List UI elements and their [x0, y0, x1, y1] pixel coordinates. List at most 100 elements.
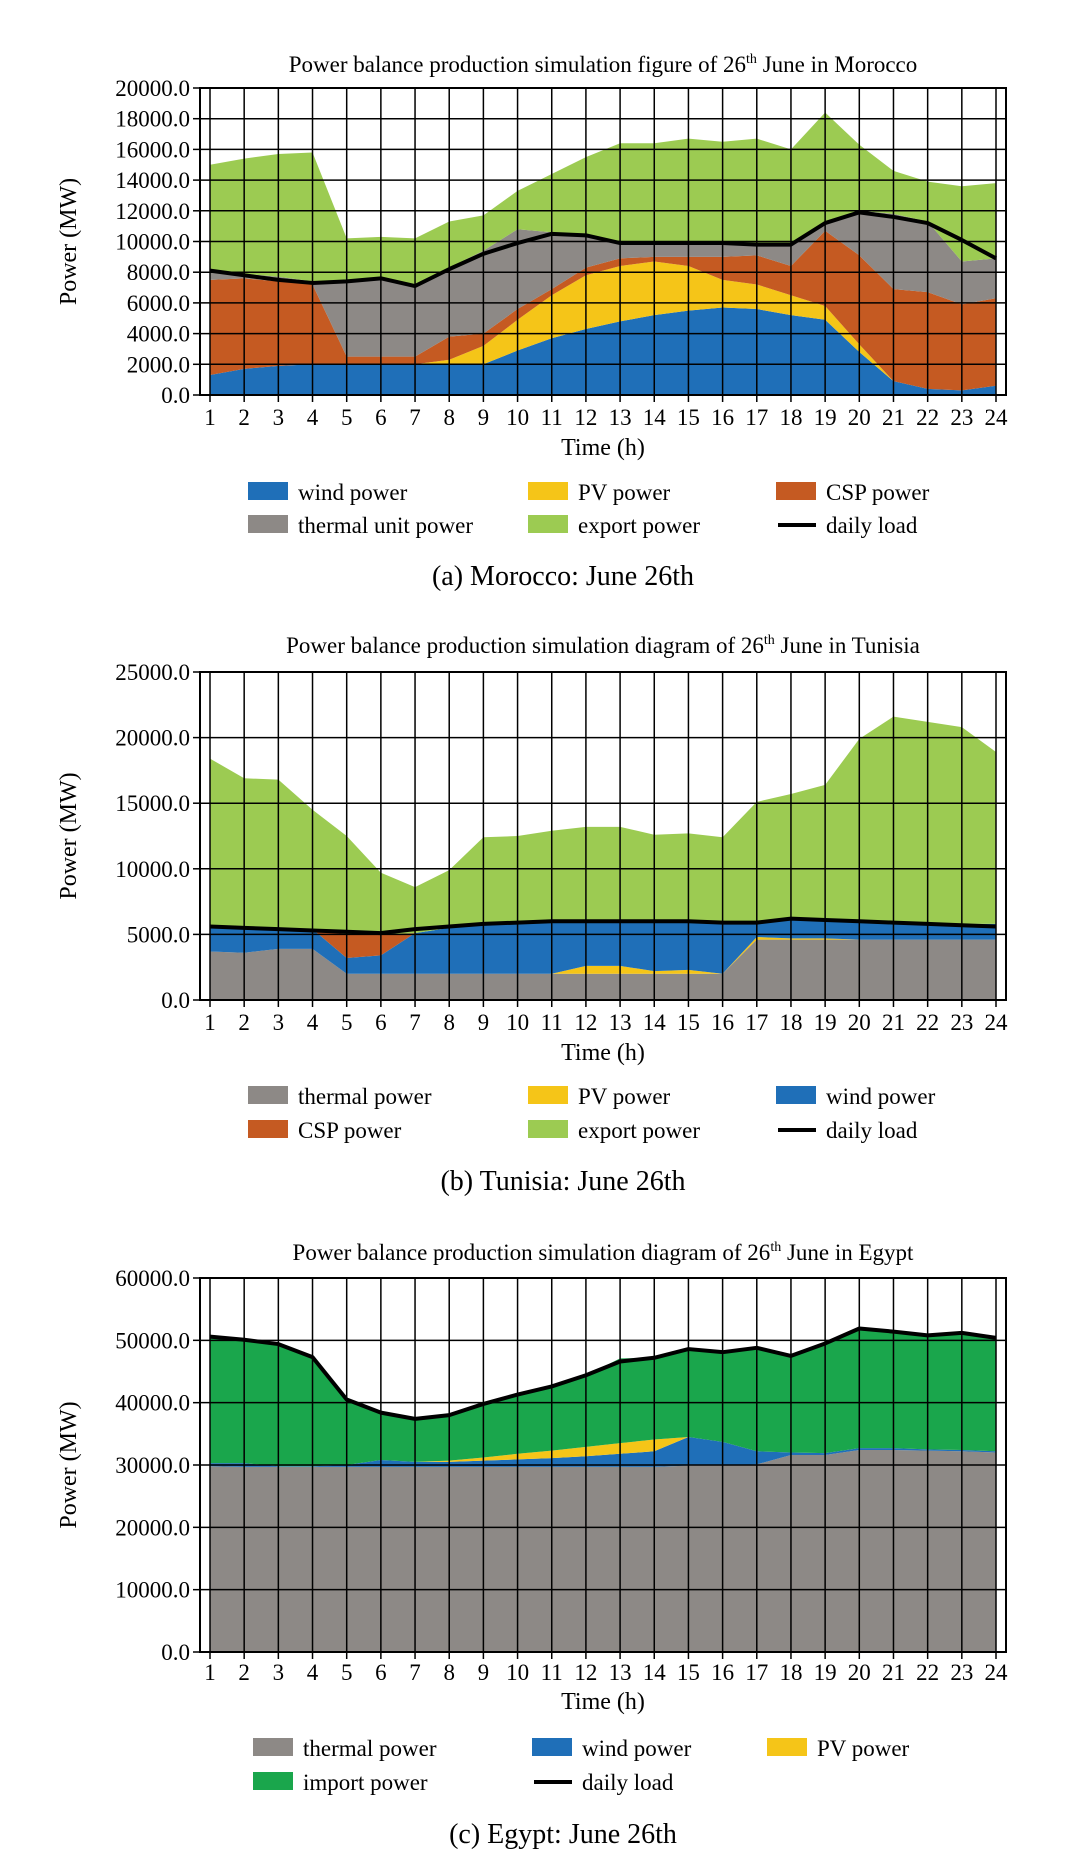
x-tick-label: 17 — [745, 1660, 768, 1685]
area-wind-power — [210, 307, 996, 395]
area-export-power — [210, 112, 996, 288]
x-tick-label: 8 — [443, 1010, 455, 1035]
x-tick-label: 4 — [307, 405, 319, 430]
x-tick-label: 19 — [814, 1010, 837, 1035]
x-tick-label: 19 — [814, 405, 837, 430]
x-tick-label: 2 — [238, 1010, 250, 1035]
legend-label: daily load — [826, 1118, 918, 1143]
y-tick-label: 6000.0 — [127, 291, 190, 316]
legend-label: PV power — [817, 1736, 910, 1761]
legend-swatch — [248, 515, 288, 533]
figure-caption: (b) Tunisia: June 26th — [440, 1166, 685, 1197]
legend: thermal power PV power wind power CSP power… — [248, 1084, 936, 1143]
x-tick-label: 10 — [506, 405, 529, 430]
x-axis-label: Time (h) — [561, 1689, 645, 1715]
x-tick-label: 24 — [985, 405, 1009, 430]
y-tick-label: 14000.0 — [115, 168, 190, 193]
x-tick-label: 1 — [204, 405, 216, 430]
legend-label: thermal power — [303, 1736, 437, 1761]
area-CSP-power — [210, 917, 996, 959]
x-tick-label: 6 — [375, 405, 387, 430]
y-tick-label: 0.0 — [161, 988, 190, 1013]
x-tick-label: 4 — [307, 1660, 319, 1685]
x-tick-label: 23 — [950, 405, 973, 430]
y-tick-label: 12000.0 — [115, 199, 190, 224]
x-tick-label: 2 — [238, 1660, 250, 1685]
y-tick-label: 20000.0 — [115, 1515, 190, 1540]
line-daily-load — [209, 1326, 997, 1421]
x-tick-label: 16 — [711, 1660, 734, 1685]
x-tick-label: 13 — [609, 1010, 632, 1035]
legend-swatch — [767, 1738, 807, 1756]
figure-caption: (a) Morocco: June 26th — [432, 561, 694, 592]
x-tick-label: 21 — [882, 1010, 905, 1035]
y-tick-label: 25000.0 — [115, 660, 190, 685]
x-tick-label: 10 — [506, 1010, 529, 1035]
y-tick-label: 4000.0 — [127, 322, 190, 347]
x-axis-label: Time (h) — [561, 1040, 645, 1066]
area-thermal-power — [210, 939, 996, 1000]
y-tick-label: 16000.0 — [115, 137, 190, 162]
x-tick-label: 11 — [541, 1660, 563, 1685]
plot-frame — [199, 671, 1007, 1001]
area-thermal-unit-power — [210, 210, 996, 357]
x-tick-label: 17 — [745, 405, 768, 430]
x-tick-label: 20 — [848, 1660, 871, 1685]
x-tick-label: 6 — [375, 1660, 387, 1685]
x-tick-label: 2 — [238, 405, 250, 430]
x-tick-label: 6 — [375, 1010, 387, 1035]
legend-label: daily load — [826, 513, 918, 538]
y-tick-label: 8000.0 — [127, 260, 190, 285]
area-export-power — [210, 716, 996, 935]
legend-swatch — [528, 1120, 568, 1138]
x-tick-label: 9 — [478, 1660, 490, 1685]
x-tick-label: 5 — [341, 1660, 353, 1685]
x-tick-label: 11 — [541, 405, 563, 430]
x-tick-label: 21 — [882, 405, 905, 430]
y-axis-label: Power (MW) — [56, 178, 82, 305]
y-tick-label: 30000.0 — [115, 1453, 190, 1478]
y-tick-label: 2000.0 — [127, 352, 190, 377]
x-tick-label: 24 — [985, 1010, 1009, 1035]
legend-label: import power — [303, 1770, 428, 1795]
legend: thermal power wind power PV power import po… — [253, 1736, 910, 1795]
legend-swatch — [253, 1772, 293, 1790]
chart-title: Power balance production simulation diag… — [286, 633, 920, 658]
x-tick-label: 3 — [273, 1010, 285, 1035]
x-tick-label: 14 — [643, 1660, 667, 1685]
x-tick-label: 11 — [541, 1010, 563, 1035]
legend-label: PV power — [578, 480, 671, 505]
x-tick-label: 15 — [677, 405, 700, 430]
y-tick-label: 20000.0 — [115, 76, 190, 101]
legend-swatch — [528, 482, 568, 500]
x-tick-label: 18 — [779, 1660, 802, 1685]
legend-swatch — [776, 482, 816, 500]
x-tick-label: 4 — [307, 1010, 319, 1035]
x-tick-label: 20 — [848, 1010, 871, 1035]
x-tick-label: 3 — [273, 1660, 285, 1685]
x-tick-label: 18 — [779, 405, 802, 430]
legend-swatch — [528, 515, 568, 533]
x-tick-label: 9 — [478, 1010, 490, 1035]
legend-label: export power — [578, 513, 700, 538]
x-tick-label: 13 — [609, 1660, 632, 1685]
y-tick-label: 5000.0 — [127, 922, 190, 947]
figure-caption: (c) Egypt: June 26th — [449, 1819, 677, 1850]
x-tick-label: 12 — [574, 1660, 597, 1685]
x-tick-label: 16 — [711, 405, 734, 430]
legend-swatch — [253, 1738, 293, 1756]
x-tick-label: 22 — [916, 405, 939, 430]
x-tick-label: 18 — [779, 1010, 802, 1035]
legend-swatch — [776, 1086, 816, 1104]
y-tick-label: 60000.0 — [115, 1266, 190, 1291]
legend-swatch — [528, 1086, 568, 1104]
chart-b: Power balance production simulation diag… — [56, 633, 1008, 1197]
y-axis-label: Power (MW) — [56, 772, 82, 899]
x-tick-label: 14 — [643, 405, 667, 430]
x-tick-label: 8 — [443, 1660, 455, 1685]
x-tick-label: 5 — [341, 405, 353, 430]
y-tick-label: 10000.0 — [115, 1578, 190, 1603]
legend-label: thermal unit power — [298, 513, 473, 538]
x-tick-label: 12 — [574, 1010, 597, 1035]
area-import-power — [210, 1328, 996, 1467]
